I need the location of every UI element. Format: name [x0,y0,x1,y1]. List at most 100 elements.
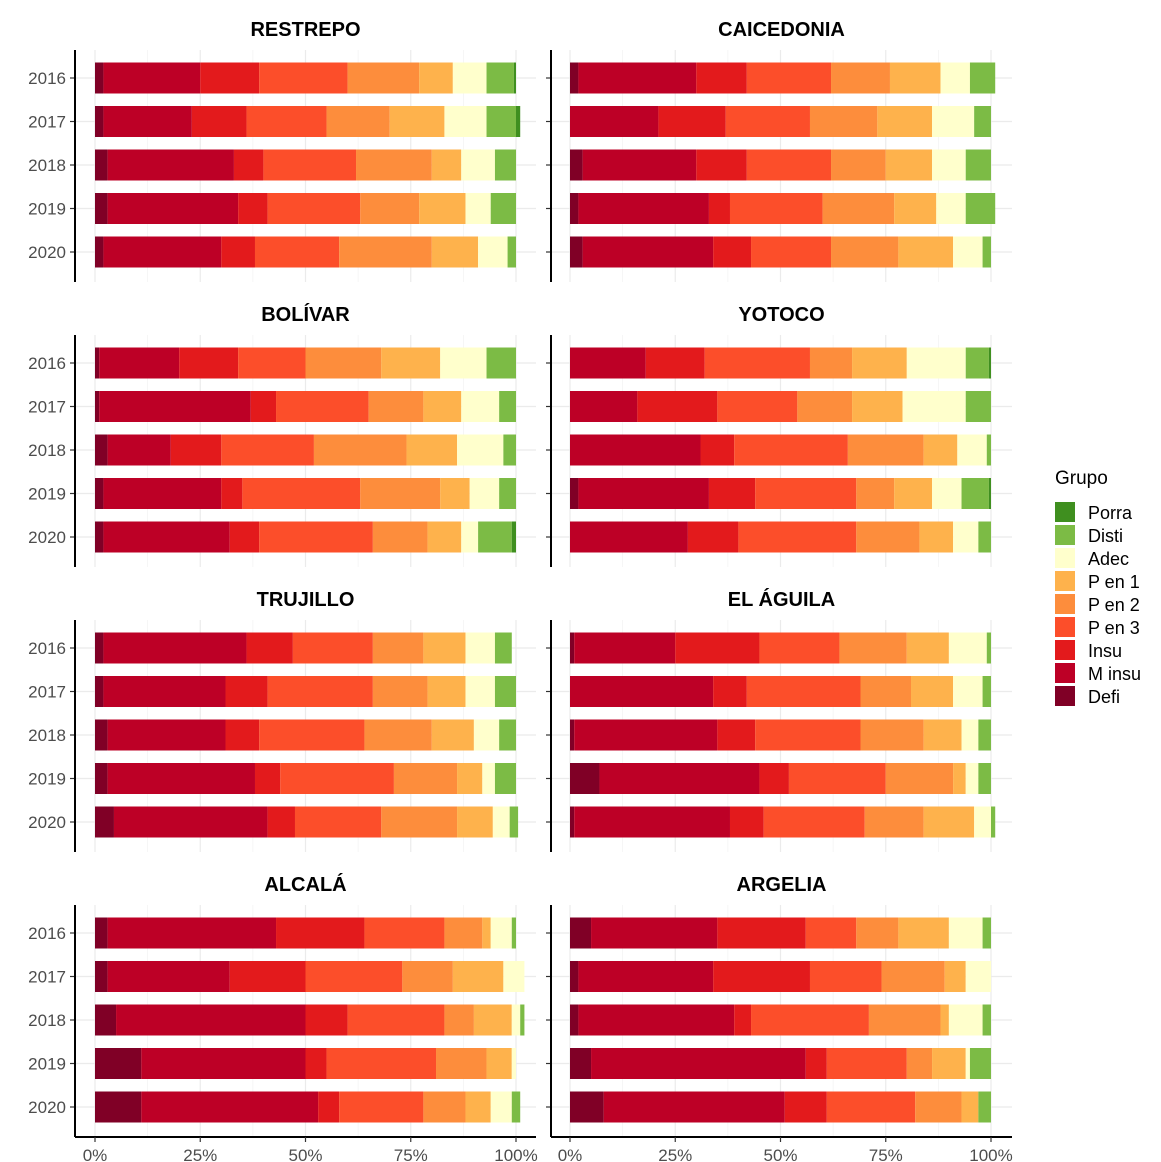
bar-segment-trujillo-2016-adec [465,632,495,664]
bar-segment-trujillo-2019-defi [95,763,108,794]
bar-segment-restrepo-2018-defi [95,149,108,181]
bar-segment-caicedonia-2017-disti [974,106,991,137]
bar-segment-trujillo-2018-disti [499,719,516,751]
bar-segment-argelia-2017-p-en-2 [881,961,945,992]
bar-segment-el-aguila-2019-p-en-2 [885,763,954,794]
bar-segment-yotoco-2017-p-en-1 [852,391,903,422]
bar-segment-el-aguila-2019-adec [965,763,979,794]
bar-segment-argelia-2020-disti [978,1091,991,1123]
bar-segment-yotoco-2020-adec [953,521,979,553]
bar-segment-alcala-2018-p-en-1 [473,1004,512,1036]
panel-trujillo: TRUJILLO 2016 2017 2018 2019 2020 [28,589,536,852]
bar-segment-argelia-2016-insu [717,917,806,949]
bar-segment-restrepo-2016-m-insu [103,62,201,94]
bar-segment-restrepo-2019-disti [490,193,516,224]
bar-segment-bolivar-2020-adec [461,521,479,553]
y-tick-label-2016: 2016 [28,354,66,373]
legend-label-adec: Adec [1088,549,1129,569]
panel-title-caicedonia: CAICEDONIA [718,19,845,41]
bar-segment-el-aguila-2016-p-en-1 [906,632,949,664]
legend-swatch-p-en-1 [1055,571,1075,591]
bar-segment-argelia-2019-adec [965,1048,970,1079]
bar-segment-yotoco-2019-p-en-2 [856,478,895,509]
bar-segment-caicedonia-2017-m-insu [570,106,659,137]
bar-segment-yotoco-2018-p-en-3 [734,434,848,466]
bar-segment-yotoco-2019-porra [988,478,991,509]
bar-segment-el-aguila-2016-m-insu [574,632,676,664]
legend-label-insu: Insu [1088,641,1122,661]
y-tick-label-2017: 2017 [28,398,66,417]
bar-segment-caicedonia-2018-p-en-1 [885,149,933,181]
bar-segment-restrepo-2017-p-en-1 [389,106,445,137]
y-tick-label-2017: 2017 [28,968,66,987]
bar-segment-bolivar-2016-defi [95,347,100,379]
bar-segment-alcala-2020-p-en-2 [423,1091,466,1123]
bar-segment-yotoco-2020-disti [978,521,991,553]
bar-segment-alcala-2018-disti [520,1004,525,1036]
bar-segment-bolivar-2016-adec [440,347,487,379]
bar-segment-alcala-2016-p-en-1 [482,917,491,949]
bar-segment-yotoco-2020-m-insu [570,521,688,553]
bar-segment-el-aguila-2016-insu [675,632,760,664]
bar-segment-trujillo-2018-insu [225,719,260,751]
bar-segment-argelia-2018-insu [734,1004,752,1036]
bar-segment-restrepo-2017-disti [486,106,516,137]
bar-segment-restrepo-2017-defi [95,106,104,137]
bar-segment-caicedonia-2017-p-en-3 [725,106,810,137]
y-tick-label-2019: 2019 [28,1055,66,1074]
bar-segment-trujillo-2017-m-insu [103,676,226,707]
bar-segment-caicedonia-2018-p-en-2 [831,149,886,181]
bar-segment-alcala-2018-insu [305,1004,348,1036]
panel-title-el-aguila: EL ÁGUILA [728,588,835,611]
legend-label-defi: Defi [1088,687,1120,707]
panel-title-trujillo: TRUJILLO [257,589,355,611]
bar-segment-yotoco-2017-p-en-3 [717,391,798,422]
bar-segment-caicedonia-2016-p-en-2 [831,62,890,94]
bar-segment-el-aguila-2016-p-en-2 [839,632,907,664]
bar-segment-caicedonia-2016-p-en-3 [746,62,832,94]
facet-panels: RESTREPO 2016 2017 2018 2019 2020 CAICEDONIA BO… [28,19,1013,1162]
legend-swatch-disti [1055,525,1075,545]
x-tick-label: 100% [494,1146,537,1162]
bar-segment-yotoco-2019-adec [932,478,962,509]
bar-segment-el-aguila-2020-adec [974,806,991,838]
bar-segment-yotoco-2020-p-en-3 [738,521,857,553]
legend-label-m-insu: M insu [1088,664,1141,684]
bar-segment-bolivar-2019-p-en-2 [360,478,441,509]
y-tick-label-2017: 2017 [28,683,66,702]
panel-bolivar: BOLÍVAR 2016 2017 2018 2019 2020 [28,303,536,567]
bar-segment-argelia-2020-m-insu [603,1091,785,1123]
bar-segment-caicedonia-2019-adec [936,193,966,224]
bar-segment-el-aguila-2017-insu [713,676,747,707]
bar-segment-trujillo-2020-p-en-1 [457,806,493,838]
bar-segment-trujillo-2018-adec [473,719,500,751]
bar-segment-argelia-2019-p-en-1 [932,1048,966,1079]
x-tick-label: 75% [869,1146,903,1162]
y-tick-label-2019: 2019 [28,200,66,219]
bar-segment-trujillo-2019-p-en-1 [457,763,483,794]
bar-segment-trujillo-2020-disti [509,806,519,838]
bar-segment-bolivar-2019-disti [499,478,516,509]
bar-segment-yotoco-2017-p-en-2 [797,391,853,422]
legend-items: Porra Disti Adec P en 1 P en 2 P en 3 Insu M in… [1055,502,1141,707]
bar-segment-alcala-2017-defi [95,961,108,992]
bar-segment-bolivar-2017-p-en-2 [368,391,424,422]
x-tick-label: 0% [83,1146,108,1162]
bar-segment-caicedonia-2020-p-en-3 [751,236,832,268]
bar-segment-el-aguila-2017-p-en-2 [860,676,912,707]
bar-segment-yotoco-2017-m-insu [570,391,638,422]
bar-segment-caicedonia-2017-insu [658,106,726,137]
bar-segment-trujillo-2020-p-en-2 [381,806,458,838]
bar-segment-el-aguila-2019-defi [570,763,600,794]
bar-segment-bolivar-2019-insu [221,478,243,509]
x-tick-label: 0% [558,1146,583,1162]
bar-segment-alcala-2019-p-en-3 [326,1048,437,1079]
bar-segment-restrepo-2019-defi [95,193,108,224]
bar-segment-restrepo-2017-p-en-3 [246,106,327,137]
bar-segment-yotoco-2016-p-en-3 [704,347,810,379]
bar-segment-bolivar-2018-disti [503,434,516,466]
bar-segment-el-aguila-2020-disti [991,806,996,838]
bar-segment-argelia-2016-p-en-1 [898,917,949,949]
bar-segment-trujillo-2016-defi [95,632,104,664]
bar-segment-restrepo-2019-insu [238,193,268,224]
